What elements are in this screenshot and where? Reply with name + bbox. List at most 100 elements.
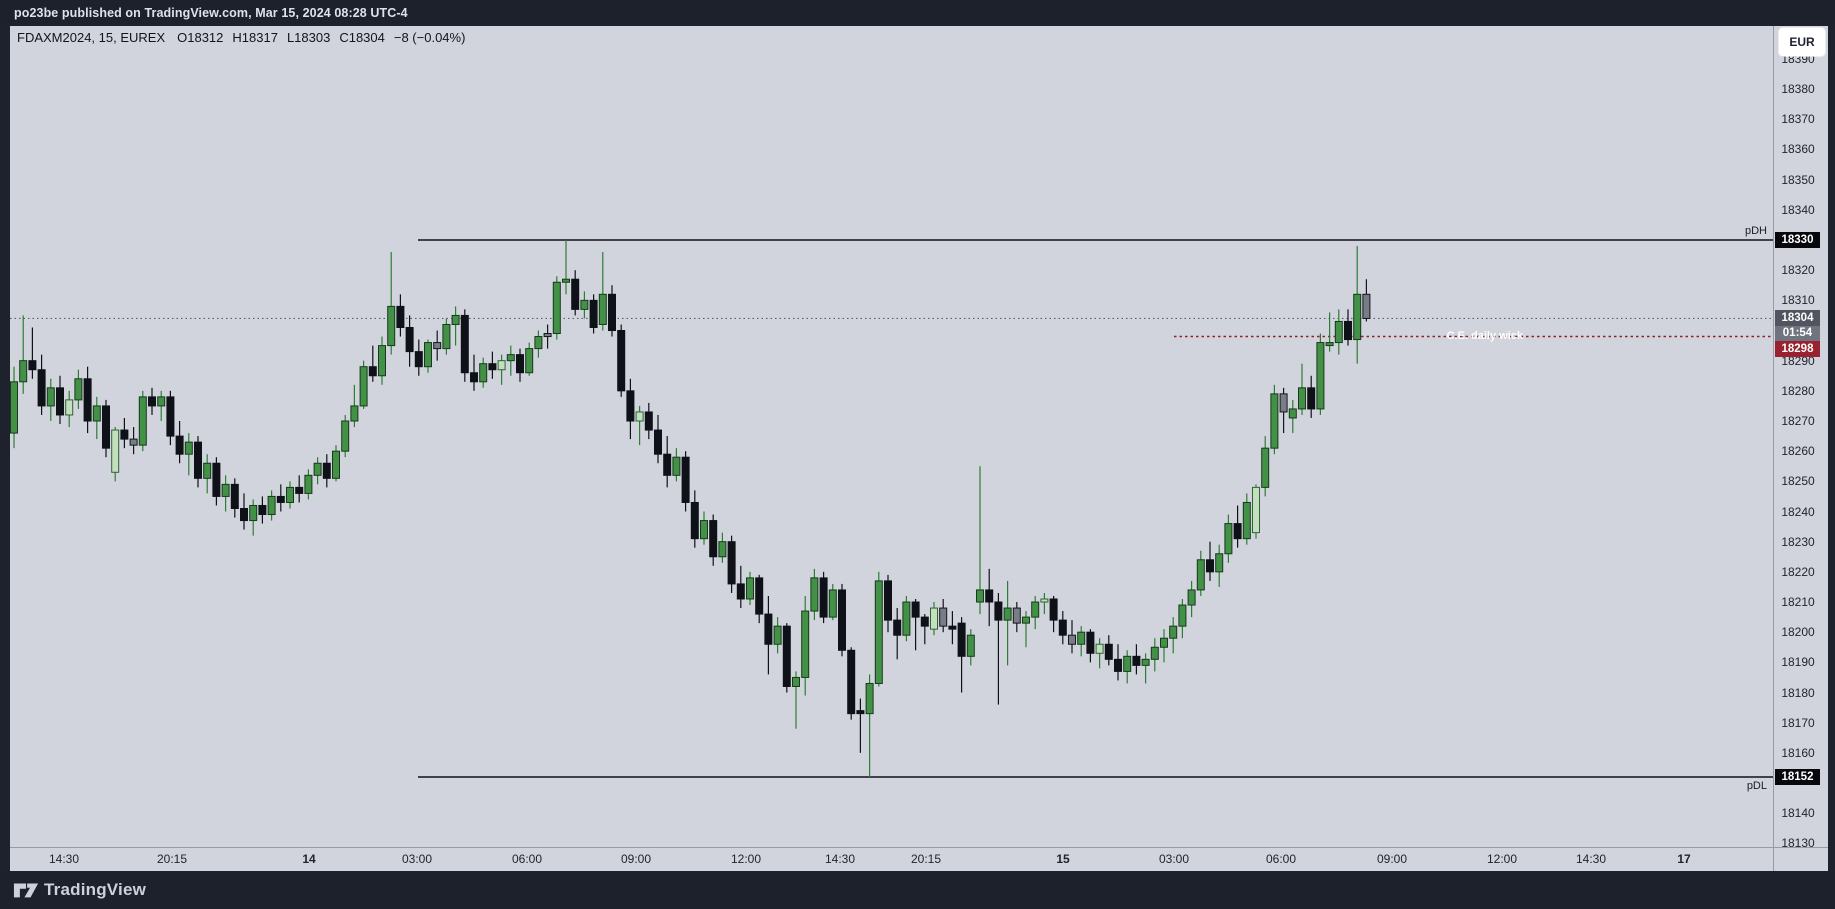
- candle-body: [644, 411, 653, 431]
- candle-body: [157, 396, 166, 407]
- candle-body: [359, 366, 368, 407]
- price-tick-label: 18320: [1781, 263, 1815, 278]
- symbol-legend[interactable]: FDAXM2024, 15, EUREX O18312 H18317 L18303 C1…: [17, 30, 474, 45]
- candle-body: [286, 486, 294, 503]
- candle-body: [663, 453, 672, 476]
- candle-body: [313, 462, 322, 476]
- candle-body: [552, 281, 561, 335]
- time-label: 09:00: [620, 852, 652, 866]
- price-tick-label: 18290: [1781, 353, 1815, 368]
- brand-name[interactable]: TradingView: [44, 880, 147, 899]
- candle-body: [1242, 501, 1251, 540]
- candle-body: [120, 429, 129, 440]
- time-label: 12:00: [730, 852, 762, 866]
- currency-toggle-button[interactable]: EUR: [1779, 28, 1825, 56]
- candle-body: [1114, 658, 1122, 672]
- pdh-line-label[interactable]: pDH: [1744, 225, 1767, 237]
- price-tick-label: 18280: [1781, 383, 1815, 398]
- time-label: 14:30: [1575, 852, 1607, 866]
- candle-body: [1169, 625, 1178, 639]
- candle-body: [718, 541, 727, 558]
- candle-body: [194, 441, 202, 479]
- price-tick-label: 18240: [1781, 504, 1815, 519]
- ce-daily-wick-line-label[interactable]: C.E. daily wick: [1446, 330, 1523, 342]
- time-label: 20:15: [910, 852, 942, 866]
- candle-body: [166, 396, 175, 437]
- time-label-day: 17: [1677, 852, 1691, 866]
- candle-body: [1150, 646, 1159, 660]
- legend-change-value: −8 (−0.04%): [393, 30, 466, 45]
- candle-body: [1031, 601, 1040, 618]
- candle-body: [598, 293, 607, 325]
- legend-high-value: H18317: [232, 30, 278, 45]
- price-tick-label: 18380: [1781, 82, 1815, 97]
- time-axis[interactable]: 14:30 20:15 14 03:00 06:00 09:00 12:00 14:30 20:…: [10, 848, 1828, 871]
- candle-body: [782, 625, 791, 687]
- candle-body: [368, 366, 377, 377]
- candle-body: [1141, 658, 1150, 666]
- price-tick-label: 18130: [1781, 836, 1815, 851]
- price-tick-label: 18210: [1781, 595, 1815, 610]
- time-label-day: 14: [302, 852, 316, 866]
- candle-body: [83, 378, 92, 422]
- pdl-price-label: 18152: [1775, 769, 1820, 785]
- candle-body: [1279, 393, 1288, 413]
- candle-body: [1316, 342, 1325, 410]
- candle-body: [801, 610, 810, 678]
- candle-body: [1022, 616, 1030, 624]
- candle-body: [865, 682, 874, 715]
- candle-body: [773, 625, 782, 645]
- candle-body: [525, 348, 534, 374]
- tradingview-logo-icon[interactable]: [13, 880, 39, 900]
- footer-bar: TradingView: [0, 871, 1835, 909]
- candle-body: [65, 399, 74, 416]
- candle-body: [46, 387, 55, 407]
- candle-body: [957, 622, 966, 657]
- candle-body: [102, 405, 110, 449]
- ce-wick-price-label: 18298: [1775, 341, 1820, 357]
- candle-body: [672, 456, 681, 476]
- candle-body: [276, 495, 285, 503]
- candle-body: [543, 333, 552, 338]
- candle-body: [1298, 387, 1306, 410]
- candle-body: [911, 601, 920, 618]
- candle-body: [1233, 523, 1242, 540]
- time-label-day: 15: [1056, 852, 1070, 866]
- candle-body: [727, 541, 736, 585]
- candle-body: [1095, 643, 1104, 654]
- candle-body: [1040, 598, 1049, 603]
- candle-body: [258, 504, 267, 516]
- candle-body: [976, 589, 984, 603]
- candle-body: [902, 601, 911, 636]
- pdl-line-label[interactable]: pDL: [1746, 780, 1767, 792]
- candle-body: [350, 405, 359, 422]
- candle-body: [74, 378, 83, 401]
- candle-body: [1344, 320, 1352, 341]
- candle-body: [681, 456, 690, 503]
- candle-body: [856, 710, 865, 715]
- legend-symbol-title[interactable]: FDAXM2024, 15, EUREX: [17, 30, 166, 45]
- candle-body: [37, 369, 46, 407]
- candle-body: [212, 462, 221, 497]
- candle-body: [1187, 589, 1196, 606]
- candle-body: [414, 351, 423, 368]
- candle-body: [755, 577, 764, 615]
- candle-body: [1003, 607, 1012, 621]
- price-axis-separator: [1773, 26, 1774, 871]
- legend-low-value: L18303: [286, 30, 331, 45]
- candle-body: [341, 420, 350, 452]
- candle-body: [930, 607, 938, 630]
- candle-body: [966, 634, 975, 657]
- candle-body: [322, 462, 331, 479]
- candle-body: [847, 649, 856, 715]
- price-tick-label: 18260: [1781, 444, 1815, 459]
- candle-body: [240, 507, 248, 522]
- price-axis[interactable]: EUR 18330 18304 01:54 18298 18152 18390 1…: [1774, 26, 1828, 850]
- candle-body: [129, 438, 138, 446]
- candle-body: [92, 405, 101, 422]
- price-tick-label: 18350: [1781, 172, 1815, 187]
- candle-body: [562, 278, 570, 283]
- candle-body: [221, 483, 230, 497]
- price-tick-label: 18310: [1781, 293, 1815, 308]
